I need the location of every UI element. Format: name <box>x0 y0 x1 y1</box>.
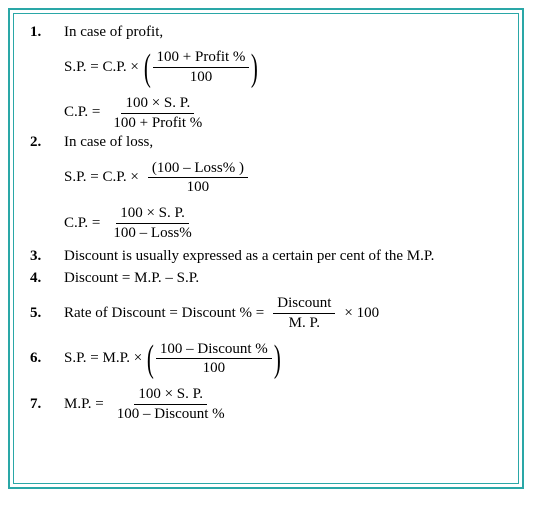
fraction-bot: 100 + Profit % <box>109 114 206 133</box>
formula-mp: M.P. = 100 × S. P. 100 – Discount % <box>64 385 506 424</box>
eq-lhs: C.P. = <box>64 215 100 232</box>
fraction-top: 100 × S. P. <box>134 385 207 405</box>
fraction: 100 – Discount % 100 <box>156 340 272 379</box>
fraction: 100 × S. P. 100 – Discount % <box>113 385 229 424</box>
left-paren-icon: ( <box>144 49 151 87</box>
eq-lhs: Rate of Discount = Discount % = <box>64 305 264 322</box>
fraction: 100 × S. P. 100 + Profit % <box>109 94 206 133</box>
eq-lhs: S.P. = C.P. × <box>64 59 139 76</box>
fraction-bot: M. P. <box>285 314 324 333</box>
fraction-top: 100 + Profit % <box>153 48 250 68</box>
fraction-bot: 100 <box>186 68 217 87</box>
fraction-bot: 100 <box>199 359 230 378</box>
formula-cp-loss: C.P. = 100 × S. P. 100 – Loss% <box>64 204 506 243</box>
formula-rate-discount: Rate of Discount = Discount % = Discount… <box>64 294 506 333</box>
item-number: 5. <box>30 305 64 322</box>
item-lead: In case of loss, <box>64 134 506 151</box>
item-number: 4. <box>30 270 64 287</box>
item-number: 6. <box>30 350 64 367</box>
fraction-top: 100 × S. P. <box>116 204 189 224</box>
right-paren-icon: ) <box>274 340 281 378</box>
fraction: 100 × S. P. 100 – Loss% <box>109 204 195 243</box>
eq-lhs: C.P. = <box>64 104 100 121</box>
fraction-top: (100 – Loss% ) <box>148 159 248 179</box>
formula-sp-discount: S.P. = M.P. × ( 100 – Discount % 100 ) <box>64 340 506 379</box>
item-number: 7. <box>30 396 64 413</box>
eq-suffix: × 100 <box>344 305 379 322</box>
item-text: Discount is usually expressed as a certa… <box>64 248 506 265</box>
fraction: 100 + Profit % 100 <box>153 48 250 87</box>
item-lead: In case of profit, <box>64 24 506 41</box>
eq-lhs: M.P. = <box>64 396 104 413</box>
formula-sp-loss: S.P. = C.P. × (100 – Loss% ) 100 <box>64 159 506 198</box>
item-number: 3. <box>30 248 64 265</box>
fraction-bot: 100 – Discount % <box>113 405 229 424</box>
fraction-bot: 100 <box>183 178 214 197</box>
right-paren-icon: ) <box>251 49 258 87</box>
fraction: (100 – Loss% ) 100 <box>148 159 248 198</box>
formula-sp-profit: S.P. = C.P. × ( 100 + Profit % 100 ) <box>64 48 506 87</box>
item-number: 2. <box>30 134 64 151</box>
left-paren-icon: ( <box>147 340 154 378</box>
eq-lhs: S.P. = M.P. × <box>64 350 142 367</box>
fraction: Discount M. P. <box>273 294 335 333</box>
item-number: 1. <box>30 24 64 41</box>
eq-lhs: S.P. = C.P. × <box>64 169 139 186</box>
fraction-top: 100 × S. P. <box>121 94 194 114</box>
fraction-bot: 100 – Loss% <box>109 224 195 243</box>
formula-cp-profit: C.P. = 100 × S. P. 100 + Profit % <box>64 94 506 133</box>
fraction-top: Discount <box>273 294 335 314</box>
fraction-top: 100 – Discount % <box>156 340 272 360</box>
item-text: Discount = M.P. – S.P. <box>64 270 506 287</box>
